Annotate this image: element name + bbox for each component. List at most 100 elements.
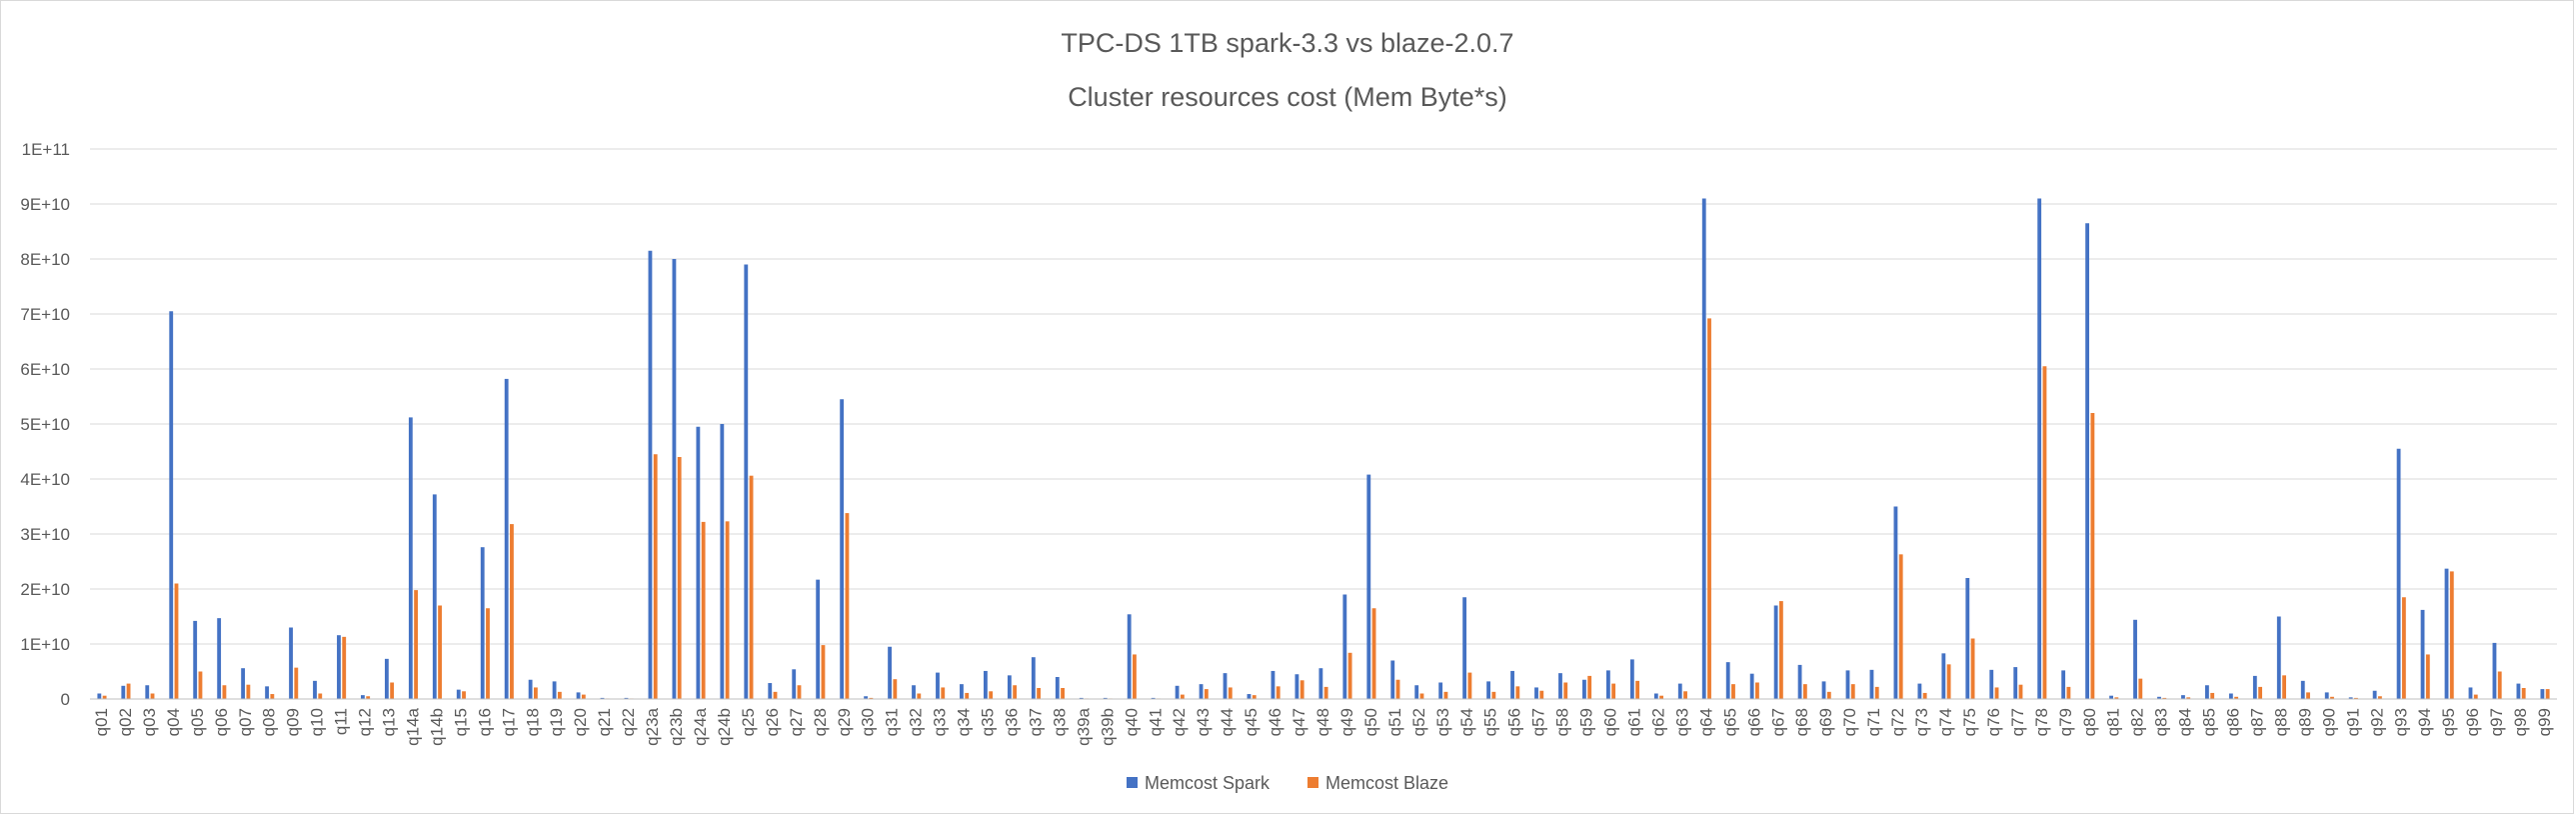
legend: Memcost Spark Memcost Blaze xyxy=(1127,773,1448,793)
x-tick-label: q94 xyxy=(2415,708,2434,736)
x-tick-label: q64 xyxy=(1696,708,1715,736)
bar-spark-q58 xyxy=(1558,673,1562,699)
bar-spark-q91 xyxy=(2348,697,2353,699)
x-tick-label: q96 xyxy=(2463,708,2482,736)
x-tick-label: q53 xyxy=(1433,708,1452,736)
x-tick-label: q71 xyxy=(1864,708,1883,736)
bar-spark-q52 xyxy=(1414,685,1419,699)
bar-blaze-q16 xyxy=(486,608,490,699)
x-tick-label: q76 xyxy=(1984,708,2003,736)
x-tick-label: q78 xyxy=(2032,708,2051,736)
bar-spark-q19 xyxy=(552,681,557,699)
x-tick-label: q44 xyxy=(1218,708,1237,736)
bar-blaze-q75 xyxy=(1970,638,1975,699)
bar-blaze-q23a xyxy=(653,454,658,699)
x-tick-label: q73 xyxy=(1912,708,1931,736)
x-tick-label: q92 xyxy=(2367,708,2386,736)
bar-blaze-q73 xyxy=(1922,692,1927,699)
bar-blaze-q23b xyxy=(677,457,682,699)
bar-spark-q48 xyxy=(1318,668,1323,699)
y-tick-label: 7E+10 xyxy=(20,305,70,324)
bar-spark-q54 xyxy=(1462,597,1467,699)
bar-blaze-q80 xyxy=(2090,413,2095,699)
bar-blaze-q72 xyxy=(1898,554,1903,699)
bar-blaze-q19 xyxy=(557,691,562,699)
x-tick-label: q23a xyxy=(643,707,662,745)
bar-blaze-q67 xyxy=(1778,601,1783,699)
bar-spark-q46 xyxy=(1271,670,1276,699)
legend-swatch-blaze xyxy=(1307,777,1318,788)
x-axis-ticks: q01 q02 q03 q04 q05 q06 q07 q08 q09 q10 q11 q12 q13 q… xyxy=(92,707,2554,745)
bar-spark-q96 xyxy=(2468,687,2473,699)
bar-blaze-q29 xyxy=(845,513,850,699)
x-tick-label: q11 xyxy=(332,708,351,735)
bar-spark-q86 xyxy=(2228,693,2233,699)
bar-spark-q07 xyxy=(241,668,246,699)
bar-blaze-q77 xyxy=(2018,684,2023,699)
bar-blaze-q66 xyxy=(1755,682,1759,699)
bar-spark-q27 xyxy=(792,669,797,699)
bar-blaze-q92 xyxy=(2378,696,2382,699)
bar-blaze-q78 xyxy=(2042,366,2047,699)
bar-spark-q22 xyxy=(624,697,629,699)
bar-blaze-q11 xyxy=(342,636,347,699)
bar-blaze-q17 xyxy=(510,524,514,699)
bar-spark-q32 xyxy=(912,685,916,699)
bar-spark-q23b xyxy=(672,259,677,699)
x-tick-label: q48 xyxy=(1313,708,1332,736)
bar-blaze-q44 xyxy=(1228,687,1233,699)
bar-blaze-q86 xyxy=(2234,696,2239,699)
x-tick-label: q86 xyxy=(2224,708,2243,736)
bar-spark-q44 xyxy=(1223,673,1228,699)
x-tick-label: q90 xyxy=(2319,708,2338,736)
bar-spark-q69 xyxy=(1821,681,1826,699)
bar-spark-q62 xyxy=(1653,693,1658,699)
bar-spark-q23a xyxy=(648,250,653,699)
bar-blaze-q88 xyxy=(2282,675,2286,699)
x-tick-label: q74 xyxy=(1936,708,1955,736)
bar-blaze-q55 xyxy=(1491,691,1496,699)
bar-blaze-q48 xyxy=(1323,686,1328,699)
bar-spark-q34 xyxy=(960,684,964,699)
bar-blaze-q57 xyxy=(1539,690,1544,699)
bar-spark-q68 xyxy=(1797,664,1802,699)
x-tick-label: q17 xyxy=(499,708,518,736)
x-tick-label: q67 xyxy=(1768,708,1787,736)
bar-spark-q14b xyxy=(432,494,437,699)
bar-spark-q80 xyxy=(2085,223,2090,699)
bar-blaze-q62 xyxy=(1659,695,1664,699)
x-tick-label: q14b xyxy=(427,708,446,746)
bar-blaze-q93 xyxy=(2401,597,2406,699)
bar-blaze-q56 xyxy=(1515,686,1520,699)
bar-blaze-q42 xyxy=(1180,694,1185,699)
bar-spark-q28 xyxy=(816,579,821,699)
bar-blaze-q71 xyxy=(1874,686,1879,699)
bar-blaze-q37 xyxy=(1037,688,1042,699)
bar-spark-q03 xyxy=(145,685,150,699)
y-tick-label: 0 xyxy=(61,690,70,709)
x-tick-label: q12 xyxy=(356,708,375,736)
bar-spark-q87 xyxy=(2252,675,2257,699)
chart-title: TPC-DS 1TB spark-3.3 vs blaze-2.0.7 xyxy=(1061,28,1513,58)
bar-spark-q06 xyxy=(217,618,222,699)
x-tick-label: q60 xyxy=(1601,708,1620,736)
x-tick-label: q46 xyxy=(1266,708,1285,736)
bar-blaze-q59 xyxy=(1587,675,1592,699)
bar-blaze-q94 xyxy=(2425,654,2430,699)
bar-blaze-q04 xyxy=(174,583,179,699)
bar-spark-q98 xyxy=(2516,683,2521,699)
x-tick-label: q98 xyxy=(2511,708,2530,736)
bar-blaze-q35 xyxy=(989,691,994,699)
x-tick-label: q72 xyxy=(1888,708,1907,736)
bar-blaze-q85 xyxy=(2210,692,2215,699)
bar-spark-q51 xyxy=(1390,660,1395,699)
x-tick-label: q04 xyxy=(164,708,183,736)
bar-spark-q11 xyxy=(337,635,341,699)
bar-blaze-q24a xyxy=(701,521,706,699)
bar-blaze-q43 xyxy=(1204,689,1209,699)
bar-spark-q79 xyxy=(2061,670,2066,699)
bar-spark-q75 xyxy=(1965,578,1970,699)
x-tick-label: q24a xyxy=(691,707,710,745)
x-tick-label: q18 xyxy=(523,708,542,736)
